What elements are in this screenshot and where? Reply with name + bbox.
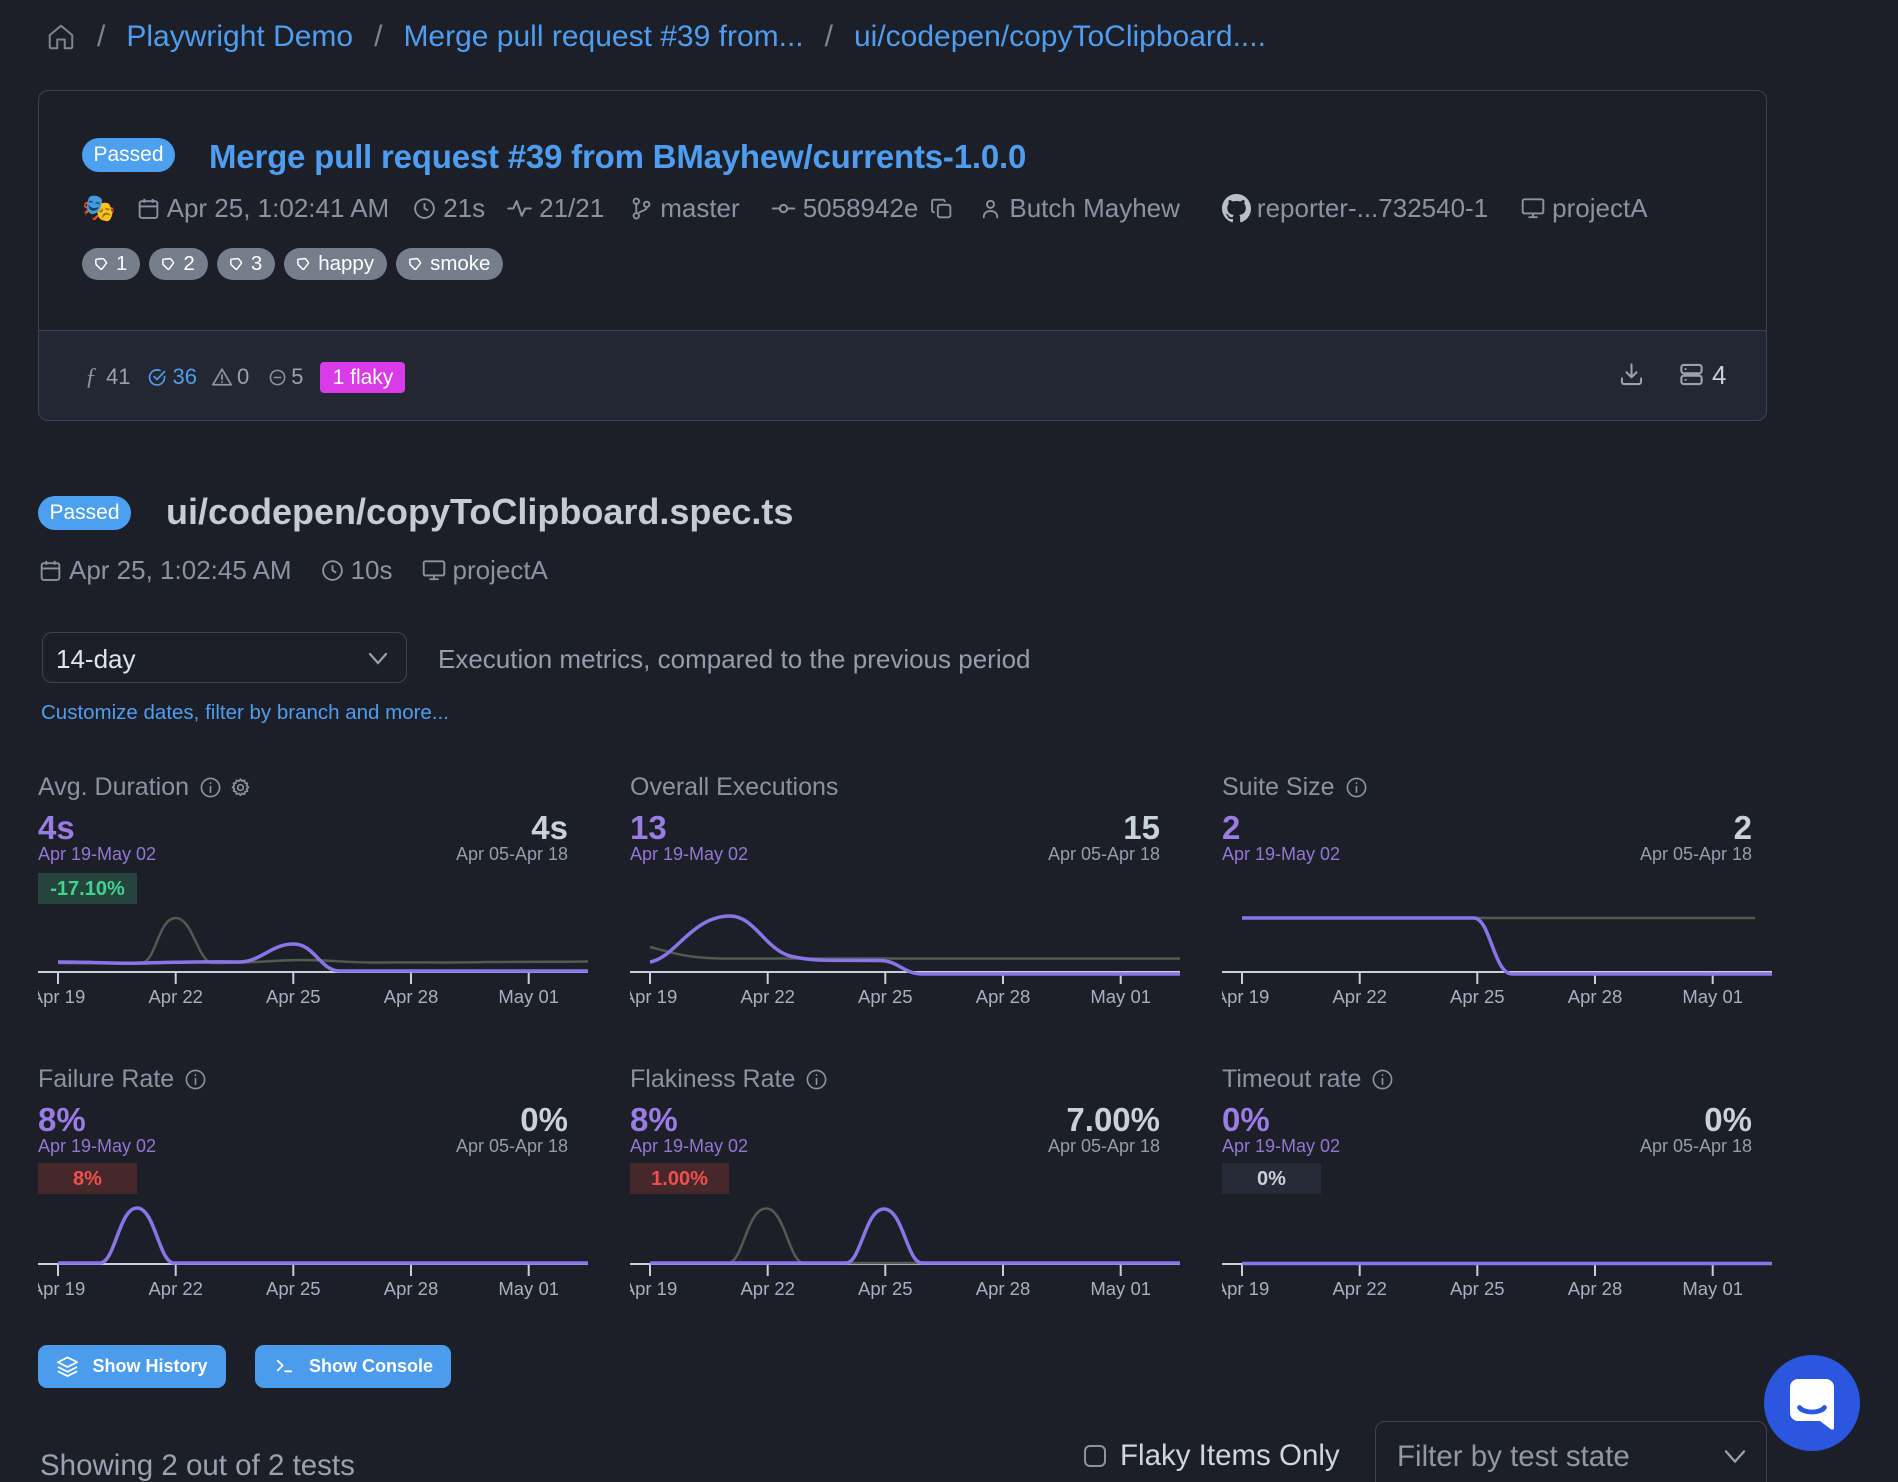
svg-text:May 01: May 01 <box>1682 1278 1743 1299</box>
svg-text:Apr 25: Apr 25 <box>266 1278 321 1299</box>
svg-text:Apr 19: Apr 19 <box>38 1278 85 1299</box>
svg-text:Apr 28: Apr 28 <box>1568 1278 1623 1299</box>
svg-text:Apr 19: Apr 19 <box>1222 1278 1269 1299</box>
svg-text:Apr 25: Apr 25 <box>858 1278 913 1299</box>
svg-text:Apr 28: Apr 28 <box>384 986 439 1007</box>
svg-text:Apr 28: Apr 28 <box>976 986 1031 1007</box>
svg-text:May 01: May 01 <box>1682 986 1743 1007</box>
svg-text:Apr 22: Apr 22 <box>148 986 203 1007</box>
svg-text:Apr 19: Apr 19 <box>1222 986 1269 1007</box>
svg-text:May 01: May 01 <box>1090 986 1151 1007</box>
svg-text:Apr 22: Apr 22 <box>148 1278 203 1299</box>
svg-text:Apr 25: Apr 25 <box>1450 1278 1505 1299</box>
svg-text:Apr 22: Apr 22 <box>1332 986 1387 1007</box>
svg-text:May 01: May 01 <box>498 986 559 1007</box>
svg-text:Apr 22: Apr 22 <box>740 986 795 1007</box>
svg-text:Apr 19: Apr 19 <box>38 986 85 1007</box>
svg-text:Apr 28: Apr 28 <box>976 1278 1031 1299</box>
svg-text:Apr 25: Apr 25 <box>858 986 913 1007</box>
svg-text:Apr 22: Apr 22 <box>740 1278 795 1299</box>
svg-text:May 01: May 01 <box>498 1278 559 1299</box>
svg-text:Apr 19: Apr 19 <box>630 986 677 1007</box>
svg-text:Apr 25: Apr 25 <box>266 986 321 1007</box>
svg-text:Apr 22: Apr 22 <box>1332 1278 1387 1299</box>
svg-text:Apr 28: Apr 28 <box>384 1278 439 1299</box>
svg-text:Apr 28: Apr 28 <box>1568 986 1623 1007</box>
svg-text:Apr 25: Apr 25 <box>1450 986 1505 1007</box>
svg-text:Apr 19: Apr 19 <box>630 1278 677 1299</box>
svg-text:May 01: May 01 <box>1090 1278 1151 1299</box>
